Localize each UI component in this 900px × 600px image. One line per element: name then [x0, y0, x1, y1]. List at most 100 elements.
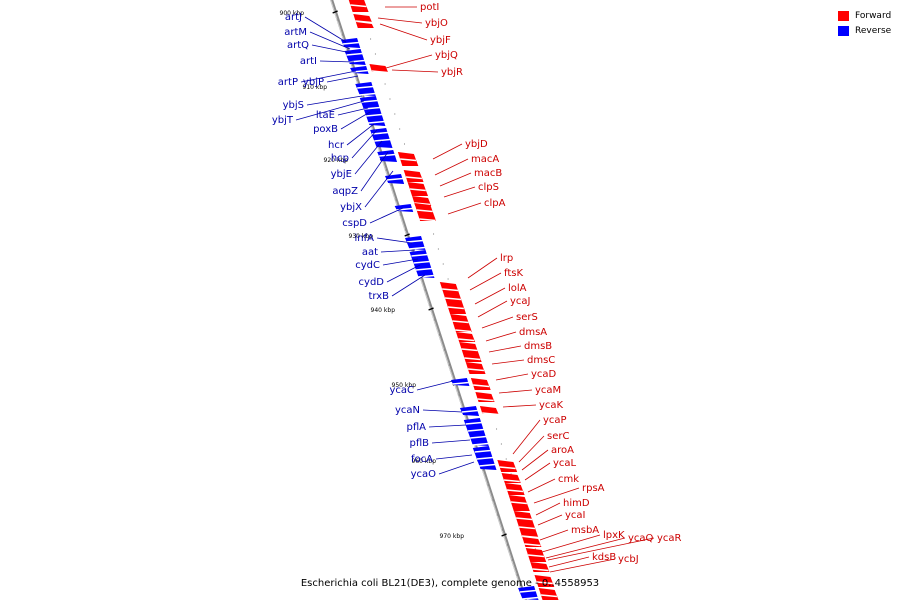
feature-separator: [366, 113, 383, 117]
reverse-feature: [472, 446, 497, 470]
reverse-feature-block: [370, 128, 393, 148]
reverse-feature-block: [359, 96, 386, 126]
forward-feature: [522, 537, 542, 547]
gene-trxb-leader: [391, 274, 426, 297]
gene-ybjx-leader: [364, 170, 394, 208]
gene-artm-leader: [309, 31, 351, 50]
gene-ycan-label: ycaN: [395, 405, 420, 416]
forward-feature: [369, 64, 389, 74]
gene-ycao-leader: [438, 461, 475, 475]
forward-feature: [439, 282, 467, 314]
gene-lpxk-label: lpxK: [603, 530, 625, 541]
gene-ybje-leader: [354, 140, 383, 175]
feature-separator: [371, 131, 389, 135]
gene-ybjt-label: ybjT: [272, 115, 294, 126]
reverse-feature-block: [344, 49, 366, 65]
feature-separator: [415, 267, 432, 271]
gene-ybjo-label: ybjO: [425, 18, 448, 29]
legend-item-reverse: Reverse: [838, 23, 891, 38]
feature-separator: [419, 218, 436, 222]
reverse-feature: [341, 38, 361, 48]
gene-ycaj-label: ycaJ: [510, 296, 531, 307]
gene-macb-label: macB: [474, 168, 502, 179]
feature-separator: [452, 320, 469, 324]
reverse-feature: [409, 250, 435, 278]
forward-feature: [456, 332, 476, 342]
feature-separator: [522, 596, 539, 600]
gene-kdsb-label: kdsB: [592, 552, 616, 563]
feature-separator: [444, 297, 462, 301]
feature-separator: [359, 92, 376, 96]
gene-dmsc-leader: [491, 359, 525, 365]
gene-pflb-label: pflB: [409, 438, 429, 449]
reverse-feature-block: [404, 236, 426, 250]
feature-separator: [386, 177, 403, 181]
gene-hcp-label: hcp: [331, 153, 349, 164]
forward-feature-block: [465, 362, 486, 374]
gene-dmsb-leader: [488, 345, 522, 353]
feature-separator: [418, 274, 435, 278]
gene-pfla-leader: [428, 424, 467, 428]
gene-infa-label: infA: [355, 233, 375, 244]
feature-separator: [361, 99, 378, 103]
gene-cmk-leader: [527, 478, 556, 493]
gene-maca-label: macA: [471, 154, 499, 165]
gene-ycao-label: ycaO: [411, 469, 437, 480]
forward-feature-block: [479, 406, 499, 414]
tick-label-910-kbp: 910 kbp: [303, 84, 328, 91]
gene-ybjs-label: ybjS: [283, 100, 304, 111]
gene-ybjd-leader: [432, 143, 463, 160]
feature-separator: [368, 120, 385, 124]
gene-ybjq-label: ybjQ: [435, 50, 458, 61]
feature-separator: [540, 594, 558, 598]
forward-feature-block: [497, 460, 518, 472]
feature-separator: [506, 489, 524, 493]
feature-separator: [374, 138, 391, 142]
forward-feature: [348, 0, 369, 12]
gene-poxb-label: poxB: [313, 124, 338, 135]
feature-separator: [413, 260, 430, 264]
forward-feature: [513, 511, 539, 539]
genome-title: Escherichia coli BL21(DE3), complete gen…: [300, 578, 600, 589]
gene-ybjq-leader: [385, 54, 433, 69]
feature-separator: [400, 158, 417, 162]
gene-artm-label: artM: [284, 27, 307, 38]
gene-rpsa-label: rpsA: [582, 483, 605, 494]
gene-arti-leader: [319, 60, 355, 63]
forward-feature: [414, 203, 437, 222]
forward-feature: [479, 406, 499, 416]
gene-himd-leader: [535, 502, 561, 516]
gene-ycbj-label: ycbJ: [618, 554, 639, 565]
feature-separator: [409, 246, 426, 250]
genome-backbone-highlight: [330, 0, 526, 600]
gene-sers-label: serS: [516, 312, 538, 323]
gene-cspd-label: cspD: [342, 218, 367, 229]
feature-separator: [455, 329, 472, 333]
feature-separator: [411, 253, 428, 257]
feature-separator: [476, 456, 494, 460]
feature-separator: [346, 52, 363, 56]
gene-ybjf-leader: [379, 23, 428, 41]
reverse-feature: [344, 49, 366, 65]
gene-trxb-label: trxB: [368, 291, 389, 302]
gene-ybjf-label: ybjF: [430, 35, 451, 46]
feature-separator: [458, 338, 475, 342]
gene-serc-leader: [518, 435, 545, 463]
gene-msba-label: msbA: [571, 525, 599, 536]
feature-separator: [473, 384, 490, 388]
forward-feature: [530, 562, 550, 572]
gene-ycal-leader: [524, 462, 551, 481]
gene-ycam-leader: [498, 389, 533, 394]
gene-ybjr-label: ybjR: [441, 67, 463, 78]
reverse-feature: [359, 96, 386, 126]
feature-separator: [409, 188, 426, 192]
tick-label-940-kbp: 940 kbp: [371, 307, 396, 314]
gene-dmsb-label: dmsB: [524, 341, 552, 352]
gene-ybjp-label: ybjP: [303, 77, 324, 88]
feature-separator: [342, 41, 360, 45]
forward-feature-block: [470, 378, 491, 390]
feature-separator: [461, 409, 478, 413]
feature-separator: [357, 85, 374, 89]
forward-feature: [504, 483, 525, 495]
